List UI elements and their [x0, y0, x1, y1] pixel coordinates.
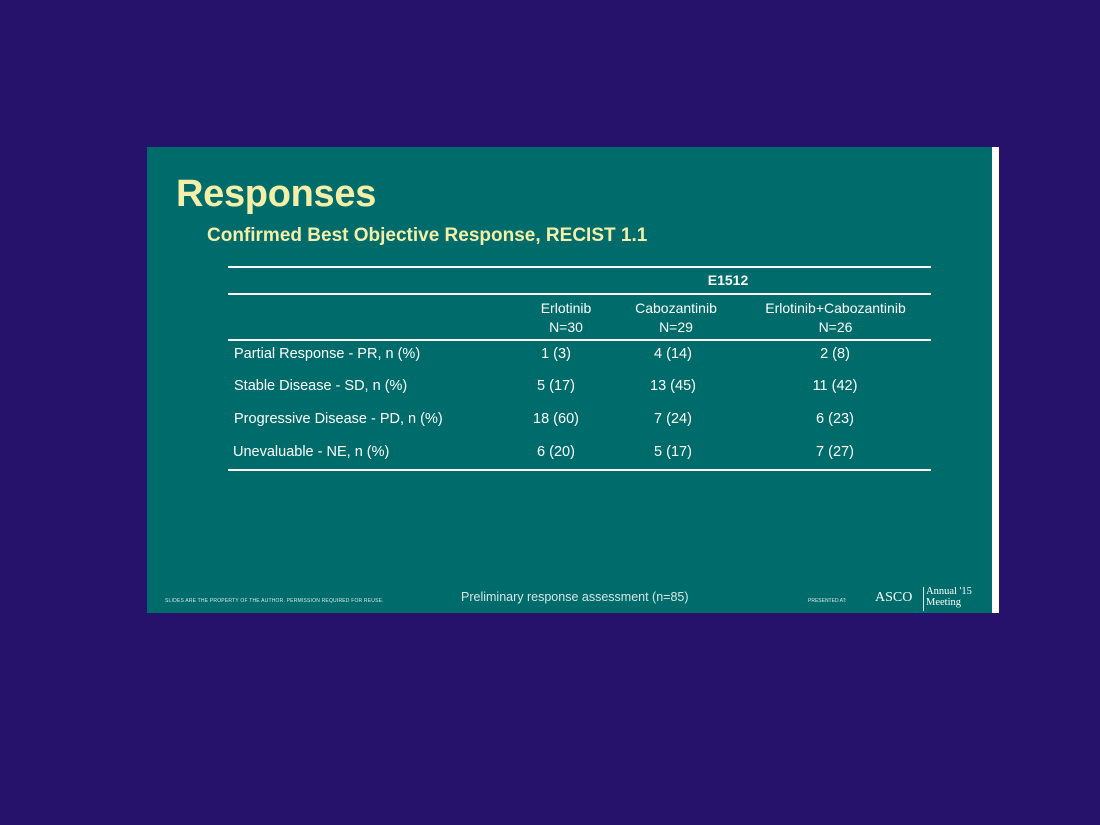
slide-subtitle: Confirmed Best Objective Response, RECIS…: [207, 225, 648, 246]
cell-pd-erlotinib: 18 (60): [533, 411, 579, 427]
cell-pd-cabozantinib: 7 (24): [654, 411, 692, 427]
cell-sd-cabozantinib: 13 (45): [650, 378, 696, 394]
row-label-progressive-disease: Progressive Disease - PD, n (%): [234, 411, 443, 427]
column-n: N=26: [818, 319, 853, 335]
slide-title: Responses: [176, 173, 377, 215]
column-name: Erlotinib: [540, 300, 592, 316]
column-name: Erlotinib+Cabozantinib: [765, 300, 906, 316]
column-n: N=29: [659, 319, 693, 335]
cell-pd-combination: 6 (23): [816, 411, 854, 427]
row-label-stable-disease: Stable Disease - SD, n (%): [234, 378, 408, 394]
cell-sd-combination: 11 (42): [812, 378, 858, 394]
meeting-line-1: Annual '15: [926, 586, 972, 597]
group-header: E1512: [707, 272, 749, 288]
column-name: Cabozantinib: [635, 300, 717, 316]
table-bottom-rule: [228, 469, 931, 471]
cell-ne-cabozantinib: 5 (17): [654, 444, 692, 460]
footer-disclaimer: SLIDES ARE THE PROPERTY OF THE AUTHOR. P…: [165, 598, 384, 604]
presented-at-label: PRESENTED AT:: [808, 598, 847, 604]
column-header-rule: [228, 339, 931, 341]
annual-meeting-logo: Annual '15 Meeting: [926, 586, 972, 608]
row-label-partial-response: Partial Response - PR, n (%): [234, 346, 421, 362]
cell-pr-cabozantinib: 4 (14): [654, 346, 692, 362]
cell-pr-combination: 2 (8): [820, 346, 850, 362]
column-header-combination: Erlotinib+Cabozantinib N=26: [748, 299, 923, 337]
table-top-rule: [228, 266, 931, 268]
meeting-line-2: Meeting: [926, 597, 961, 608]
cell-sd-erlotinib: 5 (17): [537, 378, 575, 394]
logo-divider: [923, 587, 924, 611]
column-header-erlotinib: Erlotinib N=30: [511, 299, 621, 337]
row-label-unevaluable: Unevaluable - NE, n (%): [233, 444, 390, 460]
cell-pr-erlotinib: 1 (3): [541, 346, 571, 362]
cell-ne-erlotinib: 6 (20): [537, 444, 575, 460]
asco-logo: ASCO: [875, 590, 913, 605]
column-n: N=30: [549, 319, 583, 335]
slide: Responses Confirmed Best Objective Respo…: [147, 147, 999, 613]
footer-note: Preliminary response assessment (n=85): [461, 590, 689, 604]
column-header-cabozantinib: Cabozantinib N=29: [621, 299, 731, 337]
cell-ne-combination: 7 (27): [816, 444, 854, 460]
group-header-rule: [228, 293, 931, 295]
